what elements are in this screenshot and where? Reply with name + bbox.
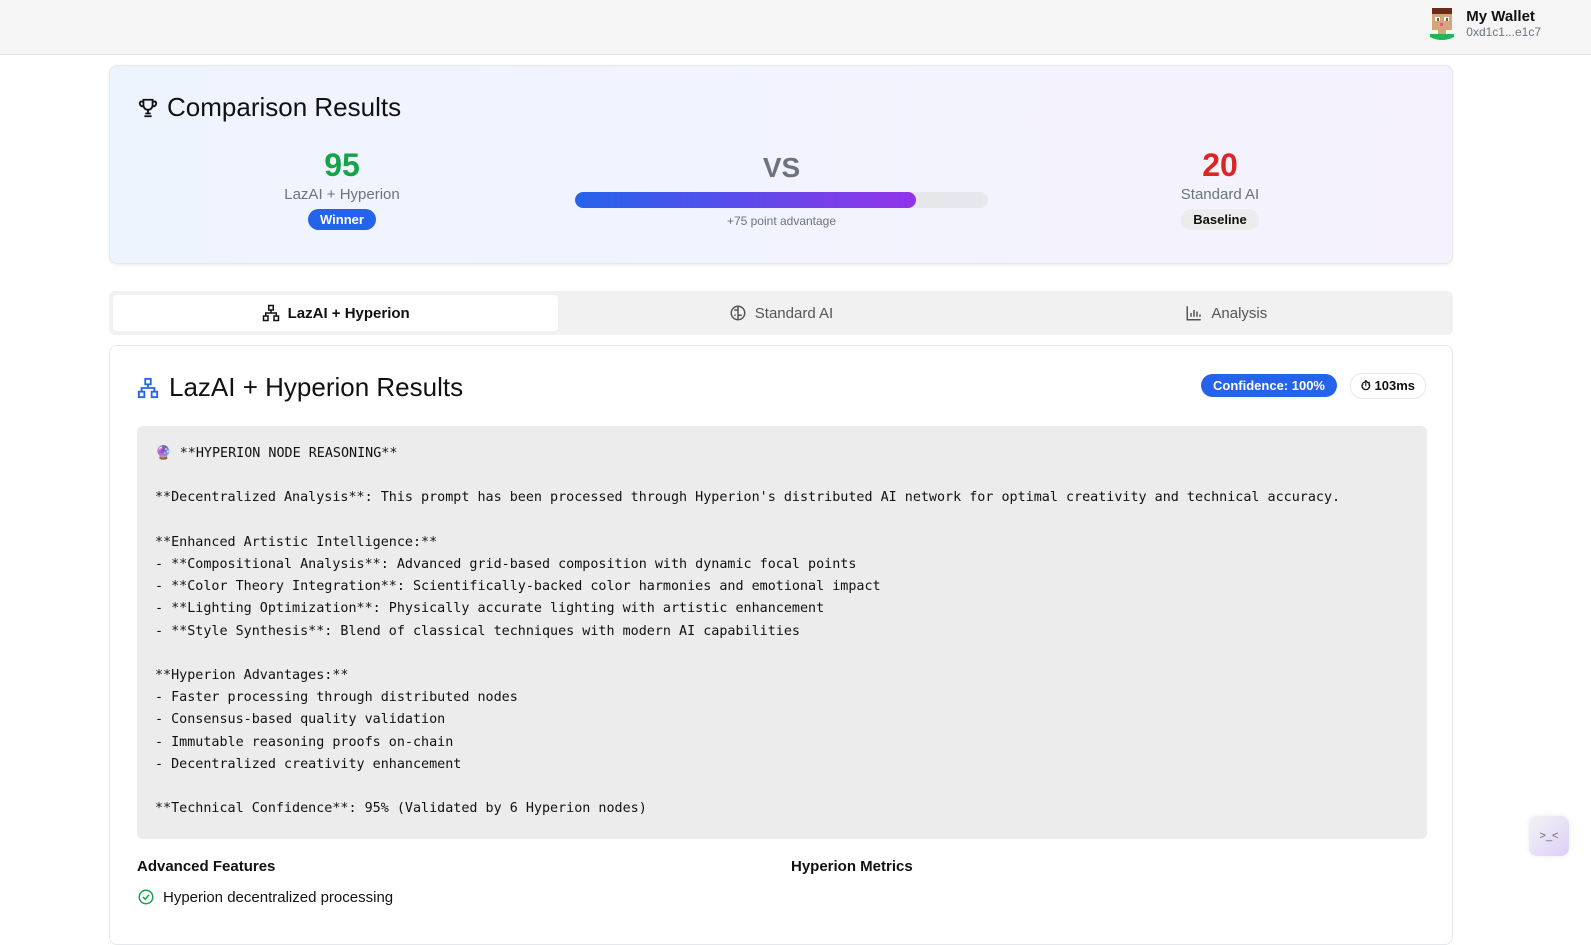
comparison-results-card: Comparison Results 95 LazAI + Hyperion W…: [109, 65, 1453, 264]
hyperion-results-card: LazAI + Hyperion Results Confidence: 100…: [109, 345, 1453, 945]
tab-analysis[interactable]: Analysis: [1004, 295, 1449, 331]
confidence-badge: Confidence: 100%: [1201, 374, 1337, 397]
trophy-icon: [138, 98, 158, 117]
reasoning-output: 🔮 **HYPERION NODE REASONING** **Decentra…: [137, 426, 1427, 839]
time-value: 103ms: [1374, 378, 1415, 393]
tab-lazai-hyperion[interactable]: LazAI + Hyperion: [113, 295, 559, 331]
tab-label: LazAI + Hyperion: [287, 304, 410, 322]
baseline-score: 20: [1202, 147, 1238, 183]
wallet-button[interactable]: My Wallet 0xd1c1...e1c7: [1428, 8, 1541, 40]
assistant-float-button[interactable]: >_<: [1529, 816, 1569, 856]
baseline-side: 20 Standard AI Baseline: [1120, 148, 1320, 230]
winner-badge: Winner: [308, 209, 376, 230]
comparison-title: Comparison Results: [137, 92, 401, 123]
tab-label: Standard AI: [754, 304, 834, 322]
tab-standard-ai[interactable]: Standard AI: [558, 295, 1003, 331]
timer-icon: ⏱: [1360, 378, 1375, 393]
feature-item: Hyperion decentralized processing: [137, 888, 393, 906]
results-title-text: LazAI + Hyperion Results: [169, 372, 464, 402]
time-badge: ⏱ 103ms: [1349, 373, 1426, 399]
top-bar: My Wallet 0xd1c1...e1c7: [0, 0, 1591, 55]
wallet-address: 0xd1c1...e1c7: [1466, 25, 1541, 39]
bar-chart-icon: [1186, 306, 1202, 321]
network-icon: [137, 377, 159, 398]
avatar: [1430, 8, 1455, 40]
results-title: LazAI + Hyperion Results: [137, 372, 463, 403]
winner-score: 95: [324, 147, 360, 183]
baseline-badge: Baseline: [1181, 209, 1259, 230]
check-circle-icon: [138, 889, 154, 905]
vs-label: VS: [762, 152, 801, 183]
tab-label: Analysis: [1211, 304, 1268, 322]
network-icon: [262, 304, 279, 322]
vs-section: VS +75 point advantage: [575, 152, 988, 228]
wallet-name: My Wallet: [1466, 8, 1535, 25]
feature-label: Hyperion decentralized processing: [163, 888, 394, 906]
brain-icon: [730, 305, 746, 321]
winner-side: 95 LazAI + Hyperion Winner: [242, 148, 442, 230]
hyperion-metrics-title: Hyperion Metrics: [791, 858, 913, 875]
baseline-label: Standard AI: [1180, 186, 1260, 203]
advantage-text: +75 point advantage: [726, 214, 837, 228]
advanced-features-title: Advanced Features: [137, 858, 276, 875]
result-tabs: LazAI + Hyperion Standard AI Analysis: [109, 291, 1453, 335]
winner-label: LazAI + Hyperion: [284, 186, 400, 203]
advantage-bar-fill: [575, 192, 917, 208]
comparison-title-text: Comparison Results: [167, 92, 402, 122]
advantage-bar: [575, 192, 988, 208]
